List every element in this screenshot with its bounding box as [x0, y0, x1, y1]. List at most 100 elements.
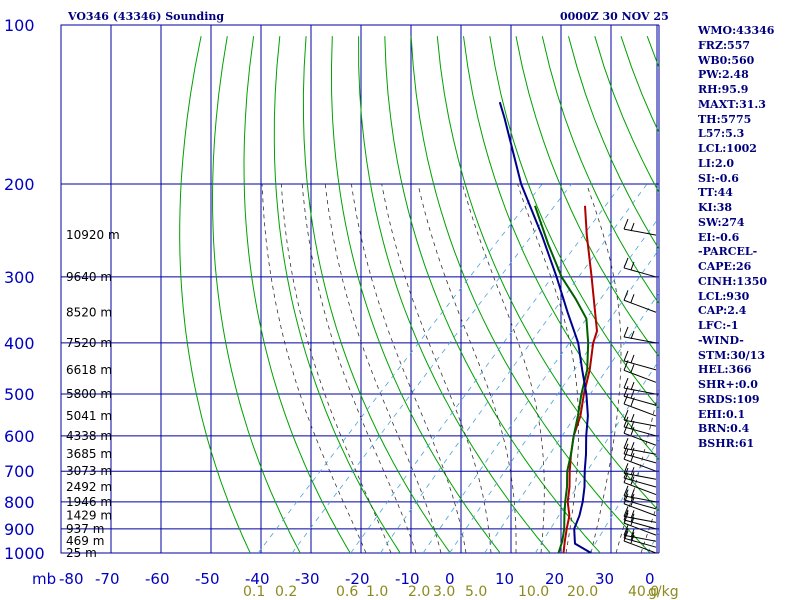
- adiabat-lines: [179, 36, 659, 553]
- barb-flag: [630, 447, 635, 457]
- moist-adiabat: [461, 183, 545, 553]
- barb-staff: [623, 336, 657, 344]
- wind-barb: [623, 377, 657, 395]
- barb-flag: [630, 489, 635, 499]
- barb-flag: [630, 471, 635, 481]
- barb-staff: [623, 426, 657, 437]
- temp-tick: 0: [445, 570, 455, 588]
- moist-adiabat: [517, 183, 579, 553]
- pressure-tick-100: 100: [4, 16, 35, 35]
- valid-time: 0000Z 30 NOV 25: [560, 10, 669, 23]
- param-frz: FRZ:557: [698, 38, 751, 52]
- mixing-ratio-label: 0.1: [243, 584, 265, 600]
- param-shr: SHR+:0.0: [698, 378, 758, 391]
- barb-staff: [623, 522, 657, 536]
- temp-tick: -20: [345, 570, 370, 588]
- dry-adiabat: [211, 36, 301, 553]
- barb-flag: [623, 416, 629, 428]
- barb-flag: [623, 493, 629, 504]
- wind-barb: [623, 257, 657, 278]
- wind-barb: [623, 438, 657, 455]
- barb-staff: [623, 503, 657, 517]
- moist-adiabat: [417, 183, 517, 553]
- param-sw: SW:274: [698, 215, 745, 229]
- barb-staff: [623, 537, 657, 548]
- barb-flag: [630, 364, 635, 373]
- mixing-ratio-line: [484, 292, 659, 553]
- mixing-ratio-line: [257, 183, 543, 553]
- barb-flag: [623, 485, 629, 497]
- temp-tick: 0: [645, 570, 655, 588]
- barb-staff: [623, 515, 657, 523]
- height-label: 469 m: [66, 534, 104, 548]
- wind-barb: [623, 485, 657, 503]
- wind-barb: [623, 409, 657, 427]
- dry-adiabat: [436, 36, 659, 512]
- barb-staff: [623, 228, 657, 236]
- param-cinh: CINH:1350: [698, 274, 768, 288]
- barb-flag: [623, 218, 629, 230]
- temp-tick: -30: [295, 570, 320, 588]
- dry-adiabat: [358, 36, 551, 553]
- dry-adiabat: [489, 36, 659, 410]
- barb-flag: [630, 261, 635, 271]
- barb-staff: [623, 447, 657, 455]
- barb-flag: [623, 350, 629, 362]
- dry-adiabat: [568, 36, 659, 250]
- barb-staff: [623, 519, 657, 530]
- mixing-ratio-label: 10.0: [518, 584, 549, 600]
- height-label: 4338 m: [66, 429, 112, 443]
- dry-adiabat: [243, 36, 351, 553]
- wind-barb: [623, 528, 657, 548]
- wind-barb: [623, 525, 657, 542]
- barb-staff: [623, 540, 657, 554]
- mixing-ratio-label: 0.6: [336, 584, 358, 600]
- pressure-tick-1000: 1000: [4, 544, 45, 563]
- param-pw: PW:2.48: [698, 68, 749, 82]
- barb-staff: [623, 495, 657, 503]
- barb-flag: [623, 257, 629, 269]
- param-stm: STM:30/13: [698, 348, 765, 362]
- mixing-ratio-label: 40.0: [628, 584, 659, 600]
- barb-staff: [623, 477, 657, 488]
- parcel-trace: [498, 101, 592, 553]
- pressure-tick-500: 500: [4, 385, 35, 404]
- param-lcl: LCL:1002: [698, 142, 757, 155]
- param-ki: KI:38: [698, 201, 733, 214]
- param-li: LI:2.0: [698, 156, 735, 170]
- param-th: TH:5775: [698, 112, 752, 126]
- barb-flag: [630, 354, 635, 364]
- mixing-ratio-label: 2.0: [408, 584, 430, 600]
- moist-adiabat: [640, 497, 659, 553]
- mixing-ratio-label: 0.2: [275, 584, 297, 600]
- height-label: 9640 m: [66, 270, 112, 284]
- barb-staff: [623, 267, 657, 278]
- parcel-section-header: -PARCEL-: [698, 245, 758, 259]
- barb-flag: [623, 528, 629, 539]
- temp-tick: 20: [545, 570, 564, 588]
- barb-flag: [630, 390, 635, 399]
- barb-flag: [623, 377, 629, 389]
- barb-flag: [623, 463, 629, 474]
- station-title: VO346 (43346) Sounding: [67, 10, 224, 23]
- height-label: 10920 m: [66, 228, 120, 242]
- height-label: 3685 m: [66, 447, 112, 461]
- y-axis-unit-label: mb: [32, 570, 56, 588]
- pressure-tick-900: 900: [4, 520, 35, 539]
- barb-staff: [623, 458, 657, 472]
- barb-staff: [623, 432, 657, 446]
- plot-frame: [60, 24, 658, 554]
- param-ehi: EHI:0.1: [698, 407, 746, 421]
- barb-staff: [623, 299, 657, 313]
- barb-flag: [623, 467, 629, 479]
- mixing-ratio-label: g/kg: [648, 584, 679, 600]
- wind-barbs: [623, 218, 657, 554]
- barb-flag: [623, 393, 629, 405]
- wind-barb: [623, 423, 657, 446]
- temp-tick: 30: [595, 570, 614, 588]
- barb-staff: [623, 403, 657, 417]
- barb-staff: [623, 534, 657, 542]
- wind-barb: [623, 463, 657, 480]
- dry-adiabat: [384, 36, 601, 553]
